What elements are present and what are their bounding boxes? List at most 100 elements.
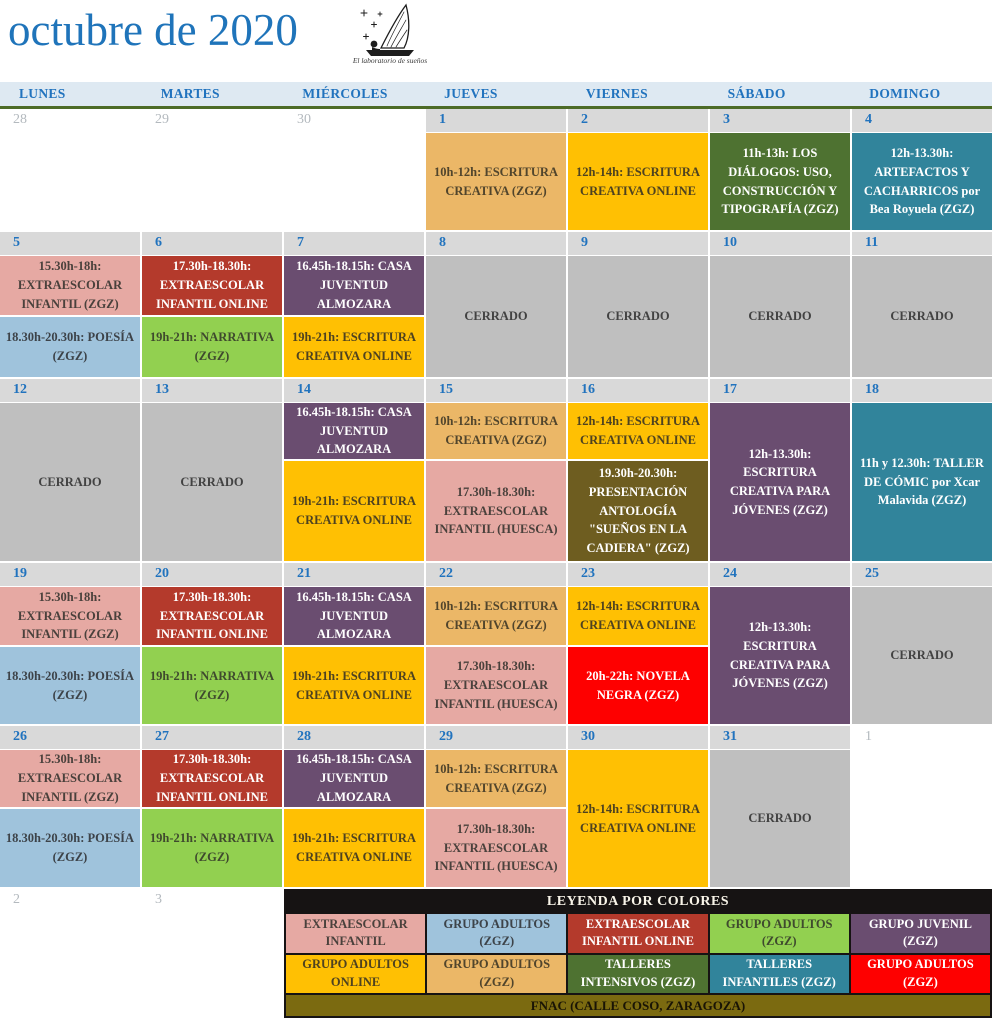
event-cell: CERRADO — [710, 750, 850, 887]
day-number: 25 — [852, 563, 992, 586]
event-cell: 17.30h-18.30h: EXTRAESCOLAR INFANTIL (HU… — [426, 647, 566, 724]
day-events: 15.30h-18h: EXTRAESCOLAR INFANTIL (ZGZ) 1… — [0, 256, 140, 377]
event-cell: 15.30h-18h: EXTRAESCOLAR INFANTIL (ZGZ) — [0, 587, 140, 645]
day-events: 11h y 12.30h: TALLER DE CÓMIC por Xcar M… — [852, 403, 992, 561]
legend-item: GRUPO ADULTOS (ZGZ) — [427, 954, 567, 993]
event-cell: 16.45h-18.15h: CASA JUVENTUD ALMOZARA — [284, 403, 424, 459]
event-cell: 10h-12h: ESCRITURA CREATIVA (ZGZ) — [426, 587, 566, 645]
event-cell: 18.30h-20.30h: POESÍA (ZGZ) — [0, 647, 140, 724]
calendar-day-4: 4 12h-13.30h: ARTEFACTOS Y CACHARRICOS po… — [852, 109, 992, 230]
day-number: 21 — [284, 563, 424, 586]
day-number: 24 — [710, 563, 850, 586]
calendar-day-30-adjacent: 30 — [284, 109, 424, 230]
event-cell: 16.45h-18.15h: CASA JUVENTUD ALMOZARA — [284, 256, 424, 315]
day-number: 12 — [0, 379, 140, 402]
legend-item: TALLERES INTENSIVOS (ZGZ) — [568, 954, 708, 993]
day-events: CERRADO — [0, 403, 140, 561]
day-number: 3 — [142, 889, 282, 912]
event-cell: 19h-21h: NARRATIVA (ZGZ) — [142, 647, 282, 724]
day-number: 29 — [426, 726, 566, 749]
day-number: 13 — [142, 379, 282, 402]
day-number: 9 — [568, 232, 708, 255]
day-events: CERRADO — [710, 256, 850, 377]
calendar-day-29: 29 10h-12h: ESCRITURA CREATIVA (ZGZ) 17.30… — [426, 726, 566, 887]
day-number: 15 — [426, 379, 566, 402]
calendar-day-10: 10 CERRADO — [710, 232, 850, 377]
day-events: 12h-13.30h: ESCRITURA CREATIVA PARA JÓVE… — [710, 403, 850, 561]
day-events: CERRADO — [142, 403, 282, 561]
calendar-day-2-adjacent: 2 — [0, 889, 140, 1018]
calendar-day-17: 17 12h-13.30h: ESCRITURA CREATIVA PARA JÓ… — [710, 379, 850, 561]
day-header-jueves: JUEVES — [444, 86, 498, 101]
day-number: 4 — [852, 109, 992, 132]
day-number: 16 — [568, 379, 708, 402]
day-header-sabado: SÁBADO — [727, 86, 786, 101]
day-events: 16.45h-18.15h: CASA JUVENTUD ALMOZARA 19h… — [284, 256, 424, 377]
event-cell: 12h-13.30h: ESCRITURA CREATIVA PARA JÓVE… — [710, 587, 850, 724]
page-title: octubre de 2020 — [8, 5, 298, 55]
calendar-day-1: 1 10h-12h: ESCRITURA CREATIVA (ZGZ) — [426, 109, 566, 230]
week-row: 19 15.30h-18h: EXTRAESCOLAR INFANTIL (ZGZ… — [0, 563, 992, 724]
day-events: 17.30h-18.30h: EXTRAESCOLAR INFANTIL ONL… — [142, 750, 282, 887]
day-number: 30 — [284, 109, 424, 132]
day-number: 30 — [568, 726, 708, 749]
calendar-day-16: 16 12h-14h: ESCRITURA CREATIVA ONLINE 19.3… — [568, 379, 708, 561]
week-row: 12 CERRADO 13 CERRADO 14 16.45h-18.15h: CASA … — [0, 379, 992, 561]
day-number: 1 — [852, 726, 992, 749]
calendar-day-2: 2 12h-14h: ESCRITURA CREATIVA ONLINE — [568, 109, 708, 230]
event-cell: 10h-12h: ESCRITURA CREATIVA (ZGZ) — [426, 750, 566, 807]
event-cell: 15.30h-18h: EXTRAESCOLAR INFANTIL (ZGZ) — [0, 256, 140, 315]
day-events: 12h-14h: ESCRITURA CREATIVA ONLINE — [568, 133, 708, 230]
day-number: 27 — [142, 726, 282, 749]
calendar-day-14: 14 16.45h-18.15h: CASA JUVENTUD ALMOZARA 1… — [284, 379, 424, 561]
calendar-day-5: 5 15.30h-18h: EXTRAESCOLAR INFANTIL (ZGZ)… — [0, 232, 140, 377]
day-header-martes: MARTES — [160, 86, 220, 101]
calendar-day-28: 28 16.45h-18.15h: CASA JUVENTUD ALMOZARA 1… — [284, 726, 424, 887]
calendar-day-29-adjacent: 29 — [142, 109, 282, 230]
day-events: 16.45h-18.15h: CASA JUVENTUD ALMOZARA 19h… — [284, 403, 424, 561]
day-events: 10h-12h: ESCRITURA CREATIVA (ZGZ) 17.30h-… — [426, 403, 566, 561]
event-cell: 17.30h-18.30h: EXTRAESCOLAR INFANTIL ONL… — [142, 256, 282, 315]
calendar-day-13: 13 CERRADO — [142, 379, 282, 561]
day-number: 18 — [852, 379, 992, 402]
event-cell: 19h-21h: NARRATIVA (ZGZ) — [142, 317, 282, 377]
day-number: 26 — [0, 726, 140, 749]
day-events: 16.45h-18.15h: CASA JUVENTUD ALMOZARA 19h… — [284, 587, 424, 724]
day-events: CERRADO — [568, 256, 708, 377]
week-row: 5 15.30h-18h: EXTRAESCOLAR INFANTIL (ZGZ)… — [0, 232, 992, 377]
event-cell: 12h-14h: ESCRITURA CREATIVA ONLINE — [568, 587, 708, 645]
calendar-day-21: 21 16.45h-18.15h: CASA JUVENTUD ALMOZARA 1… — [284, 563, 424, 724]
day-events: CERRADO — [852, 256, 992, 377]
calendar-day-6: 6 17.30h-18.30h: EXTRAESCOLAR INFANTIL ON… — [142, 232, 282, 377]
day-events: CERRADO — [426, 256, 566, 377]
calendar-grid: 28 29 30 1 10h-12h: ESCRITURA CREATIVA (ZGZ)… — [0, 109, 992, 887]
day-number: 3 — [710, 109, 850, 132]
event-cell: 12h-14h: ESCRITURA CREATIVA ONLINE — [568, 750, 708, 887]
day-number: 23 — [568, 563, 708, 586]
event-cell: 16.45h-18.15h: CASA JUVENTUD ALMOZARA — [284, 750, 424, 807]
weekday-header-row: LUNES MARTES MIÉRCOLES JUEVES VIERNES SÁBADO D… — [0, 82, 992, 109]
event-cell: 17.30h-18.30h: EXTRAESCOLAR INFANTIL (HU… — [426, 461, 566, 561]
day-header-viernes: VIERNES — [585, 86, 648, 101]
event-cell: CERRADO — [710, 256, 850, 377]
event-cell: 19h-21h: NARRATIVA (ZGZ) — [142, 809, 282, 887]
day-number: 28 — [0, 109, 140, 132]
day-events: 12h-14h: ESCRITURA CREATIVA ONLINE 20h-22… — [568, 587, 708, 724]
title-bar: octubre de 2020 — [0, 0, 992, 82]
event-cell: 12h-14h: ESCRITURA CREATIVA ONLINE — [568, 403, 708, 459]
day-events: 15.30h-18h: EXTRAESCOLAR INFANTIL (ZGZ) 1… — [0, 750, 140, 887]
legend-item: GRUPO ADULTOS ONLINE — [286, 954, 426, 993]
event-cell: CERRADO — [568, 256, 708, 377]
calendar-day-8: 8 CERRADO — [426, 232, 566, 377]
day-events: CERRADO — [710, 750, 850, 887]
day-number: 8 — [426, 232, 566, 255]
calendar-day-31: 31 CERRADO — [710, 726, 850, 887]
day-number: 5 — [0, 232, 140, 255]
day-number: 11 — [852, 232, 992, 255]
day-number: 29 — [142, 109, 282, 132]
day-events: 12h-14h: ESCRITURA CREATIVA ONLINE 19.30h… — [568, 403, 708, 561]
event-cell: 11h-13h: LOS DIÁLOGOS: USO, CONSTRUCCIÓN… — [710, 133, 850, 230]
day-number: 2 — [568, 109, 708, 132]
